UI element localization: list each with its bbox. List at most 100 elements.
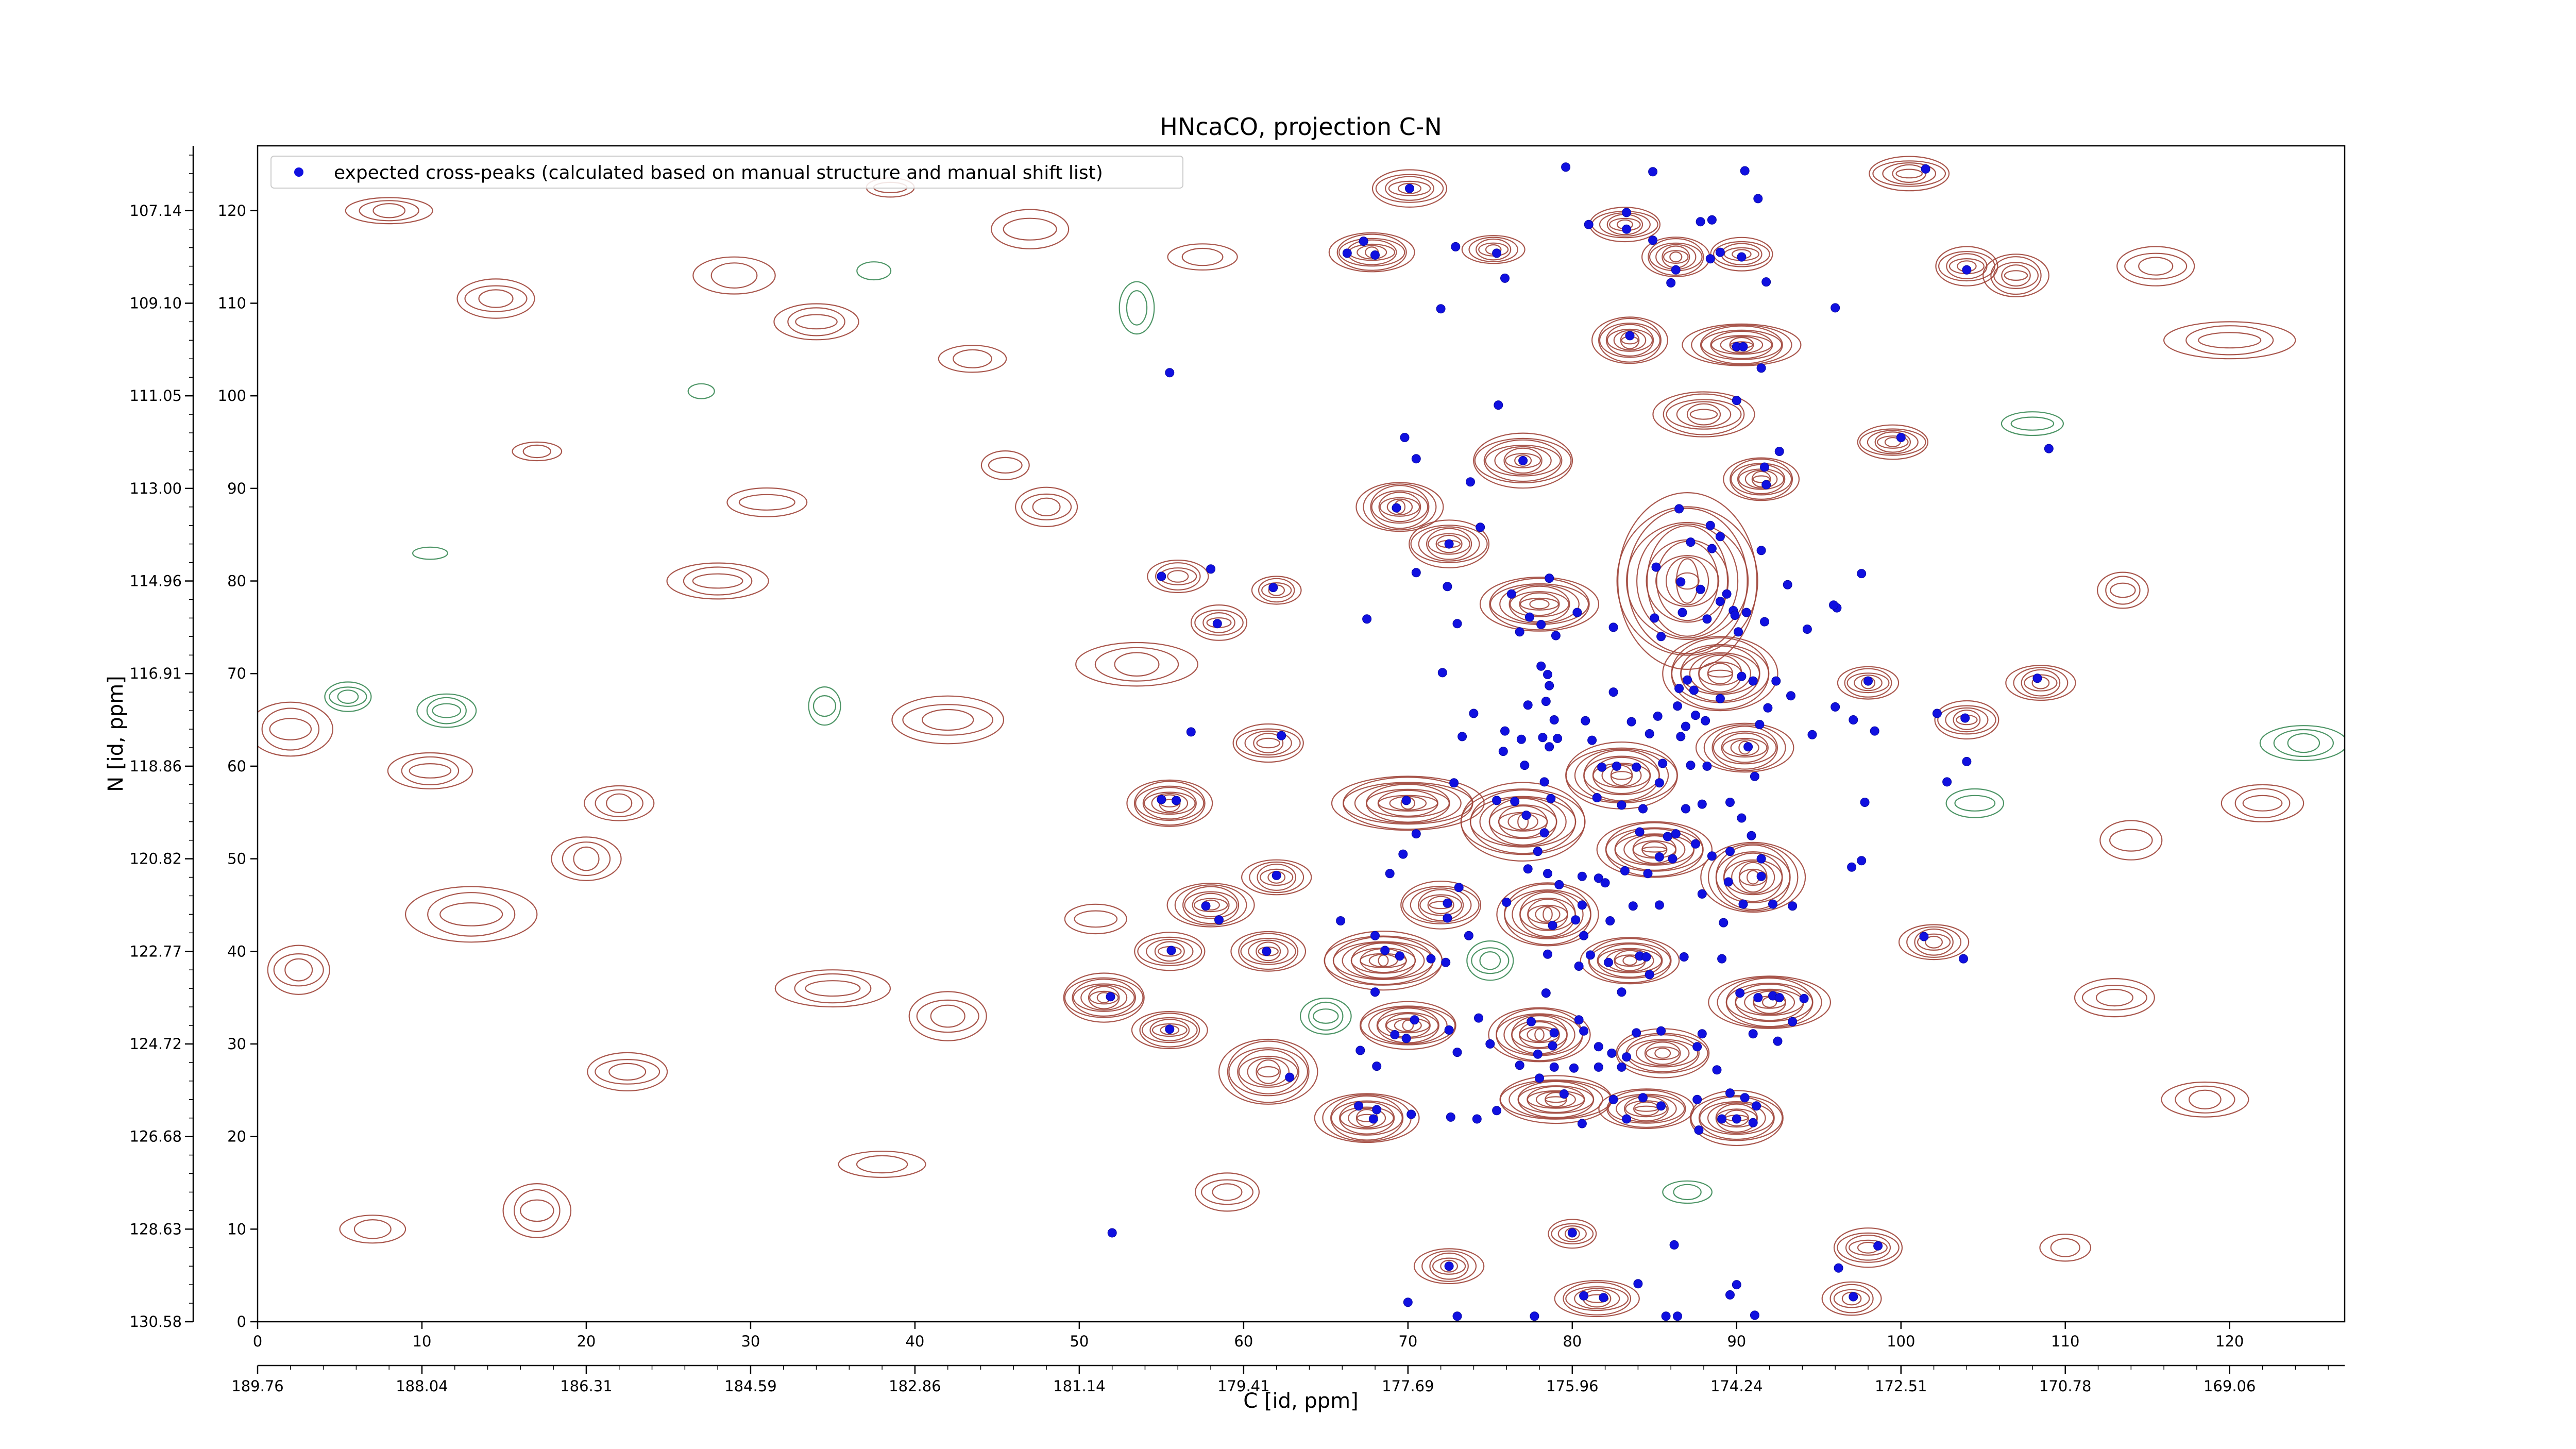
expected-cross-peak <box>1401 1034 1411 1043</box>
contour-positive-level <box>1504 889 1591 939</box>
contour-positive-53 <box>1934 700 1999 740</box>
contour-negative-level <box>324 681 372 712</box>
contour-positive-level <box>1713 241 1770 267</box>
expected-cross-peak <box>1696 584 1705 594</box>
expected-cross-peak <box>1545 574 1554 583</box>
contour-positive-level <box>1021 493 1072 520</box>
expected-cross-peak <box>1506 589 1516 599</box>
expected-cross-peak <box>1472 1114 1482 1124</box>
expected-cross-peak <box>1622 1114 1632 1124</box>
contour-positive-level <box>1260 868 1294 886</box>
expected-cross-peak <box>1753 194 1763 204</box>
expected-cross-peak <box>1541 697 1551 706</box>
expected-cross-peak <box>1674 504 1684 514</box>
contour-positive-level <box>805 980 861 997</box>
expected-cross-peak <box>1873 1241 1883 1251</box>
contour-positive-level <box>1895 169 1923 179</box>
y-tick-label: 10 <box>227 1220 246 1238</box>
contour-positive-level <box>587 1052 668 1091</box>
expected-cross-peak <box>1802 625 1812 634</box>
contour-positive-level <box>562 841 611 877</box>
contour-positive-level <box>273 953 324 987</box>
y-ppm-tick-label: 107.14 <box>130 202 182 220</box>
y-ppm-tick-label: 116.91 <box>130 665 182 682</box>
x-tick-label: 60 <box>1234 1333 1253 1350</box>
contour-negative-level <box>1308 1001 1344 1031</box>
axis-layer: 0 10 20 30 40 50 60 70 80 90 100 110 120 0 10 20 30 40 50 6… <box>130 146 2345 1395</box>
contour-positive-level <box>1149 1019 1190 1041</box>
expected-cross-peak <box>1715 247 1725 257</box>
expected-cross-peak <box>1426 954 1436 964</box>
contour-positive-13 <box>1409 519 1490 568</box>
contour-positive-level <box>1385 176 1435 201</box>
expected-cross-peak <box>1942 777 1952 787</box>
expected-cross-peak <box>1701 716 1710 726</box>
expected-cross-peak <box>1786 691 1795 701</box>
expected-cross-peak <box>1581 716 1590 726</box>
contour-positive-level <box>1494 446 1552 475</box>
contour-positive-level <box>1632 840 1676 859</box>
contour-positive-level <box>1644 1041 1681 1065</box>
contour-positive-level <box>1721 732 1769 763</box>
contour-positive-level <box>456 278 535 319</box>
contour-positive-level <box>1146 939 1194 964</box>
expected-cross-peak <box>1476 523 1485 532</box>
contour-positive-6 <box>1591 316 1669 364</box>
expected-cross-peak <box>1748 1118 1758 1127</box>
contour-positive-level <box>930 1004 965 1028</box>
y-ppm-tick-label: 114.96 <box>130 572 182 590</box>
contour-positive-level <box>1606 328 1653 352</box>
contour-positive-level <box>1240 938 1296 965</box>
contour-positive-level <box>1557 1225 1587 1242</box>
contour-positive-level <box>1731 463 1792 496</box>
contour-positive-level <box>1195 1172 1260 1212</box>
contour-positive-level <box>1511 1020 1568 1049</box>
contour-positive-level <box>1953 710 1981 730</box>
expected-cross-peak <box>1671 829 1681 839</box>
plot-frame <box>257 145 2346 1323</box>
contour-positive-level <box>1410 887 1472 923</box>
contour-positive-level <box>1682 323 1802 366</box>
contour-positive-level <box>1251 576 1302 605</box>
expected-cross-peak <box>1520 761 1530 770</box>
expected-cross-peak <box>1572 608 1582 617</box>
expected-cross-peak <box>1747 831 1756 840</box>
expected-cross-peak <box>1725 847 1735 856</box>
contour-positive-level <box>1646 1046 1680 1060</box>
contour-positive-level <box>258 701 333 757</box>
plot-area <box>258 146 2345 1322</box>
expected-cross-peak <box>1756 363 1766 373</box>
expected-cross-peak <box>1676 577 1686 587</box>
contour-positive-level <box>1256 941 1281 962</box>
expected-cross-peak <box>1579 1291 1589 1301</box>
expected-cross-peak <box>1738 342 1748 351</box>
expected-cross-peak <box>1523 864 1533 874</box>
expected-cross-peak <box>1452 1048 1462 1057</box>
contour-positive-level <box>1460 788 1586 855</box>
expected-cross-peak <box>1829 600 1838 610</box>
contour-positive-level <box>595 789 643 817</box>
contour-positive-21 <box>1596 821 1713 878</box>
contour-positive-level <box>606 793 633 814</box>
contour-positive-level <box>1717 976 1822 1028</box>
expected-cross-peak <box>1443 913 1452 923</box>
x-tick-label: 120 <box>2215 1333 2244 1350</box>
contour-positive-59 <box>387 752 473 789</box>
contour-negative-level <box>1479 951 1501 970</box>
expected-cross-peak <box>1494 400 1503 410</box>
contour-positive-level <box>1700 841 1806 913</box>
expected-cross-peak <box>1372 1105 1382 1115</box>
contour-positive-79 <box>258 701 333 757</box>
expected-cross-peak <box>1454 883 1464 892</box>
expected-cross-peak <box>1538 733 1548 743</box>
expected-cross-peak <box>1677 608 1687 617</box>
contour-positive-level <box>1474 437 1572 484</box>
contour-negative-level <box>329 686 367 707</box>
x-axis-label: C [id, ppm] <box>1243 1389 1359 1413</box>
contour-positive-level <box>1126 779 1213 827</box>
x-ppm-tick-label: 175.96 <box>1546 1377 1598 1395</box>
expected-cross-peak <box>1761 480 1771 490</box>
contour-positive-66 <box>774 969 891 1008</box>
expected-cross-peak <box>1847 862 1857 872</box>
contour-positive-76 <box>2221 784 2304 822</box>
